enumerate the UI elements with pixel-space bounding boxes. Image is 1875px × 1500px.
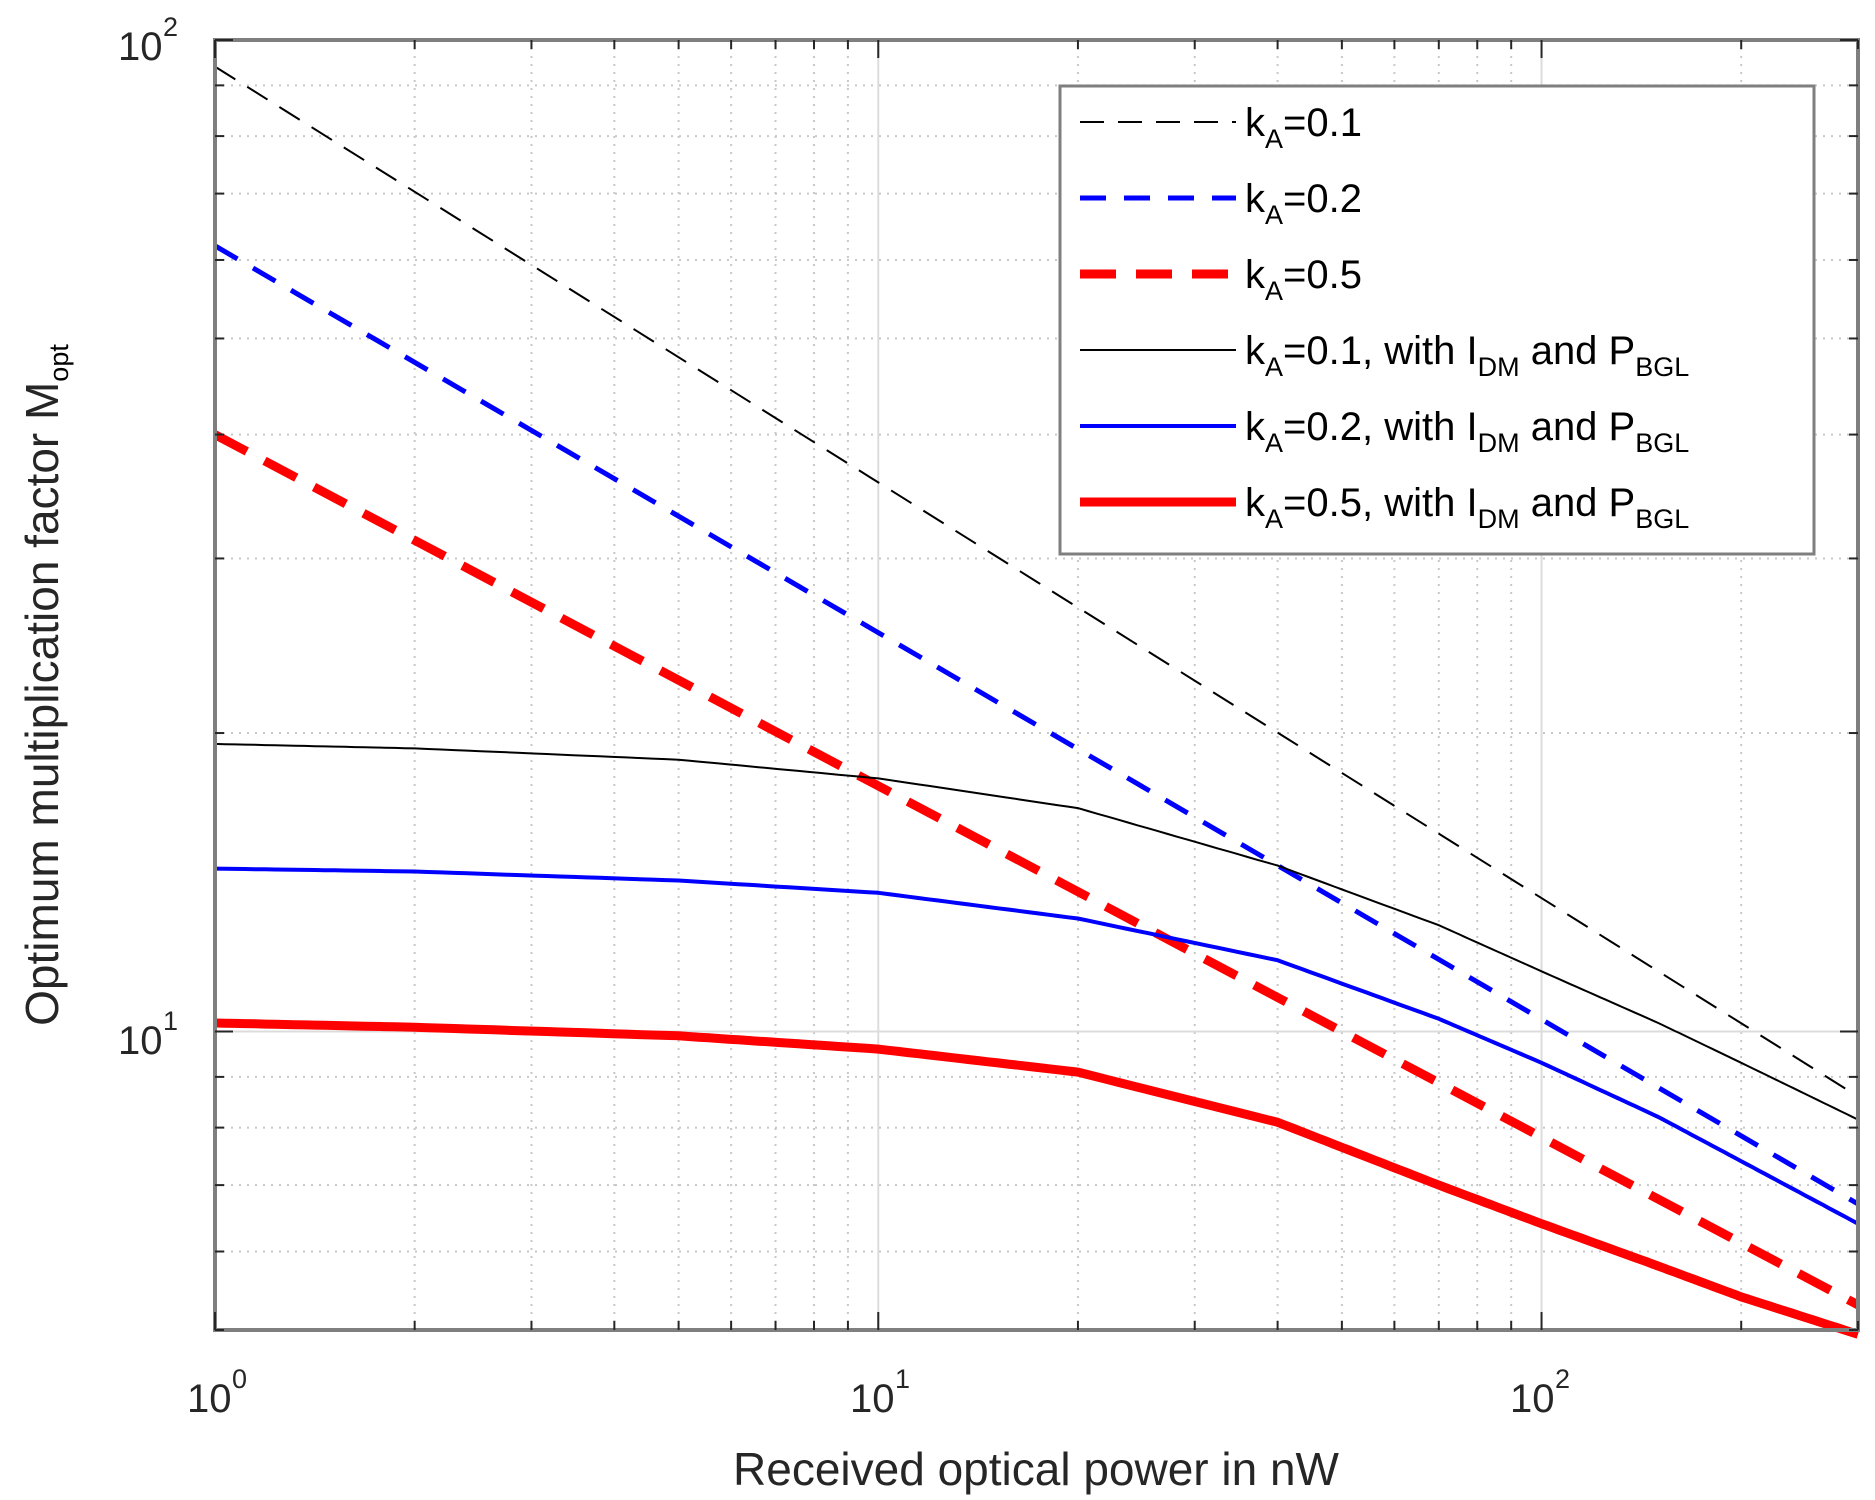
series-line-3	[212, 430, 1861, 1309]
y-axis-label-main: Optimum multiplication factor M	[16, 382, 68, 1026]
x-tick-label: 10 1	[850, 1364, 910, 1421]
legend-box	[1058, 84, 1816, 556]
svg-text:1: 1	[163, 1006, 178, 1036]
svg-text:10: 10	[118, 1019, 163, 1063]
series-group	[212, 65, 1861, 1339]
legend-entry: kA=0.5	[1245, 253, 1362, 306]
plot-frame	[213, 38, 1860, 1332]
legend-entry: kA=0.5, with IDM and PBGL	[1245, 481, 1689, 534]
x-axis-label: Received optical power in nW	[733, 1443, 1340, 1495]
svg-text:2: 2	[1555, 1364, 1570, 1394]
series-line-4	[214, 742, 1859, 1121]
svg-text:10: 10	[118, 25, 163, 69]
legend-entry: kA=0.2, with IDM and PBGL	[1245, 405, 1689, 458]
svg-text:10: 10	[1510, 1377, 1555, 1421]
series-line-2	[213, 243, 1860, 1207]
y-axis-label-sub: opt	[44, 344, 74, 382]
y-tick-label: 10 2	[118, 12, 178, 69]
svg-text:10: 10	[850, 1377, 895, 1421]
legend-entry: kA=0.1	[1245, 101, 1362, 154]
x-tick-label: 10 0	[187, 1364, 247, 1421]
svg-text:2: 2	[163, 12, 178, 42]
legend-entry: kA=0.1, with IDM and PBGL	[1245, 329, 1689, 382]
svg-text:Optimum multiplication factor: Optimum multiplication factor Mopt	[16, 344, 74, 1026]
svg-text:10: 10	[187, 1377, 232, 1421]
legend-lines	[1080, 121, 1236, 507]
series-line-5	[214, 866, 1859, 1226]
y-axis-label: Optimum multiplication factor Mopt	[16, 344, 74, 1026]
svg-text:1: 1	[895, 1364, 910, 1394]
svg-text:0: 0	[232, 1364, 247, 1394]
x-tick-label: 10 2	[1510, 1364, 1570, 1421]
series-line-6	[214, 1018, 1860, 1339]
legend-entry: kA=0.2	[1245, 177, 1362, 230]
series-line-1	[214, 65, 1859, 1098]
legend: kA=0.1 kA=0.2 kA=0.5 kA=0.1, with IDM an…	[1058, 84, 1816, 556]
axis-ticks	[214, 39, 1859, 1331]
y-tick-label: 10 1	[118, 1006, 178, 1063]
